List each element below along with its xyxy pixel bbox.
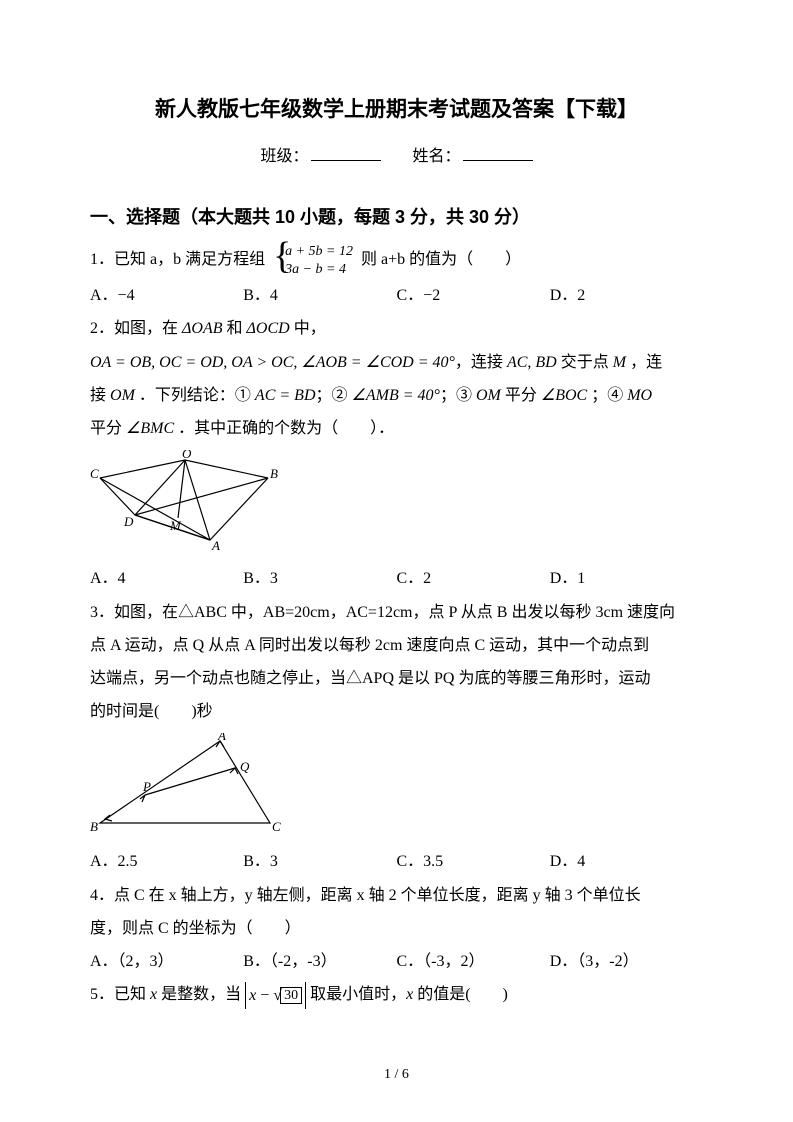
q5-abs: x − √30 bbox=[245, 980, 306, 1011]
q3-label-c: C bbox=[272, 819, 281, 833]
page-number: 1 / 6 bbox=[0, 1061, 793, 1088]
q1-eq-top: a + 5b = 12 bbox=[285, 243, 353, 261]
q5-sqrt-val: 30 bbox=[280, 987, 302, 1004]
q2-t7: 接 bbox=[90, 387, 110, 404]
q2-opt-c: C．2 bbox=[397, 563, 550, 594]
document-title: 新人教版七年级数学上册期末考试题及答案【下载】 bbox=[90, 90, 703, 131]
q1-opt-c: C．−2 bbox=[397, 280, 550, 311]
q2-ocd: OCD bbox=[256, 320, 290, 337]
q2-t9: ；② bbox=[316, 387, 352, 404]
class-label: 班级： bbox=[260, 148, 308, 165]
q3-l2: 点 A 运动，点 Q 从点 A 同时出发以每秒 2cm 速度向点 C 运动，其中… bbox=[90, 630, 703, 661]
meta-line: 班级： 姓名： bbox=[90, 141, 703, 172]
q4-opt-c: C．（-3，2） bbox=[397, 946, 550, 977]
q2-bmc: ∠BMC bbox=[126, 420, 174, 437]
q3-l4: 的时间是( )秒 bbox=[90, 696, 703, 727]
q2-eq2: ∠AMB = 40° bbox=[352, 387, 440, 404]
q1-options: A．−4 B．4 C．−2 D．2 bbox=[90, 280, 703, 311]
q4-opt-a: A．（2，3） bbox=[90, 946, 243, 977]
q2-ac: AC bbox=[507, 354, 527, 371]
q2-om: OM bbox=[110, 387, 135, 404]
question-2-line1: 2．如图，在 ΔOAB 和 ΔOCD 中， bbox=[90, 313, 703, 344]
question-2-line4: 平分 ∠BMC ．其中正确的个数为（ ）． bbox=[90, 413, 703, 444]
q4-l2: 度，则点 C 的坐标为（ ） bbox=[90, 913, 703, 944]
q2-t6: ，连 bbox=[626, 354, 662, 371]
q3-label-b: B bbox=[90, 819, 98, 833]
q2-rel: OA = OB, OC = OD, OA > OC, ∠AOB = ∠COD =… bbox=[90, 354, 455, 371]
q3-label-q: Q bbox=[240, 759, 250, 774]
q1-opt-d: D．2 bbox=[550, 280, 703, 311]
section-1-heading: 一、选择题（本大题共 10 小题，每题 3 分，共 30 分） bbox=[90, 200, 703, 235]
q2-svg: O A B C D M bbox=[90, 450, 280, 550]
question-2-line3: 接 OM ．下列结论：① AC = BD；② ∠AMB = 40°；③ OM 平… bbox=[90, 380, 703, 411]
class-blank[interactable] bbox=[311, 144, 381, 161]
q3-label-p: P bbox=[142, 779, 151, 794]
q3-opt-c: C．3.5 bbox=[397, 846, 550, 877]
q2-t14: ．其中正确的个数为（ ）． bbox=[174, 420, 394, 437]
q2-t4: ，连接 bbox=[455, 354, 507, 371]
name-blank[interactable] bbox=[463, 144, 533, 161]
q1-equation-system: a + 5b = 12 3a − b = 4 bbox=[273, 243, 353, 278]
q3-opt-a: A．2.5 bbox=[90, 846, 243, 877]
q2-label-c: C bbox=[90, 466, 99, 481]
q2-options: A．4 B．3 C．2 D．1 bbox=[90, 563, 703, 594]
q2-eq1: AC = BD bbox=[255, 387, 316, 404]
q3-opt-b: B．3 bbox=[243, 846, 396, 877]
q2-t2: 和 bbox=[223, 320, 247, 337]
q4-opt-d: D．（3，-2） bbox=[550, 946, 703, 977]
q1-prefix: 1．已知 a，b 满足方程组 bbox=[90, 251, 265, 268]
q2-label-a: A bbox=[211, 538, 220, 550]
q3-svg: A B C P Q bbox=[90, 733, 290, 833]
q2-boc: ∠BOC bbox=[541, 387, 587, 404]
q3-diagram: A B C P Q bbox=[90, 733, 703, 844]
q2-bd: BD bbox=[535, 354, 556, 371]
q2-diagram: O A B C D M bbox=[90, 450, 703, 561]
q2-mo: MO bbox=[627, 387, 652, 404]
q2-om2: OM bbox=[476, 387, 501, 404]
q2-oab: OAB bbox=[191, 320, 222, 337]
q2-m: M bbox=[613, 354, 626, 371]
q3-opt-d: D．4 bbox=[550, 846, 703, 877]
q4-options: A．（2，3） B．（-2，-3） C．（-3，2） D．（3，-2） bbox=[90, 946, 703, 977]
q1-suffix: 则 a+b 的值为（ ） bbox=[361, 251, 521, 268]
q5-minus: − bbox=[256, 987, 273, 1004]
q2-t5: 交于点 bbox=[557, 354, 613, 371]
q2-t8: ．下列结论：① bbox=[135, 387, 255, 404]
q2-t3: 中， bbox=[290, 320, 326, 337]
q4-opt-b: B．（-2，-3） bbox=[243, 946, 396, 977]
q5-pre: 5．已知 bbox=[90, 986, 150, 1003]
page-container: 新人教版七年级数学上册期末考试题及答案【下载】 班级： 姓名： 一、选择题（本大… bbox=[0, 0, 793, 1122]
question-1: 1．已知 a，b 满足方程组 a + 5b = 12 3a − b = 4 则 … bbox=[90, 243, 703, 278]
q2-t1: 2．如图，在 bbox=[90, 320, 182, 337]
question-5: 5．已知 x 是整数，当 x − √30 取最小值时，x 的值是( ) bbox=[90, 979, 703, 1011]
q2-label-o: O bbox=[182, 450, 192, 461]
q2-opt-a: A．4 bbox=[90, 563, 243, 594]
q3-options: A．2.5 B．3 C．3.5 D．4 bbox=[90, 846, 703, 877]
q2-t11: 平分 bbox=[501, 387, 541, 404]
q4-l1: 4．点 C 在 x 轴上方，y 轴左侧，距离 x 轴 2 个单位长度，距离 y … bbox=[90, 880, 703, 911]
q5-mid1: 是整数，当 bbox=[157, 986, 241, 1003]
q2-label-b: B bbox=[270, 466, 278, 481]
q1-opt-b: B．4 bbox=[243, 280, 396, 311]
q2-label-m: M bbox=[169, 518, 182, 533]
question-2-line2: OA = OB, OC = OD, OA > OC, ∠AOB = ∠COD =… bbox=[90, 347, 703, 378]
q2-t10: ；③ bbox=[440, 387, 476, 404]
q3-l3: 达端点，另一个动点也随之停止，当△APQ 是以 PQ 为底的等腰三角形时，运动 bbox=[90, 663, 703, 694]
q3-label-a: A bbox=[217, 733, 226, 743]
q5-tail: 的值是( ) bbox=[413, 986, 508, 1003]
q2-t13: 平分 bbox=[90, 420, 126, 437]
q5-mid2: 取最小值时， bbox=[310, 986, 406, 1003]
q1-opt-a: A．−4 bbox=[90, 280, 243, 311]
q1-eq-bot: 3a − b = 4 bbox=[285, 261, 353, 279]
q2-t12: ；④ bbox=[587, 387, 627, 404]
q3-l1: 3．如图，在△ABC 中，AB=20cm，AC=12cm，点 P 从点 B 出发… bbox=[90, 597, 703, 628]
q2-opt-b: B．3 bbox=[243, 563, 396, 594]
name-label: 姓名： bbox=[413, 148, 461, 165]
q2-opt-d: D．1 bbox=[550, 563, 703, 594]
q2-label-d: D bbox=[123, 514, 134, 529]
